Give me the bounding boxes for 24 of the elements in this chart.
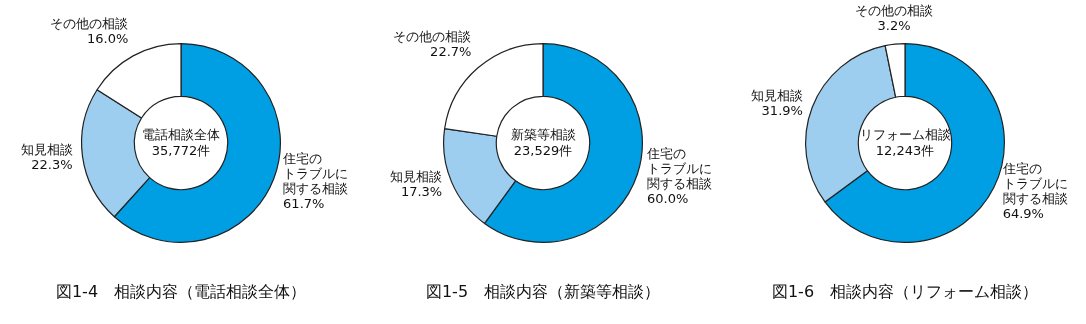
- data-label: 31.9%: [761, 102, 803, 118]
- data-label: 16.0%: [86, 31, 129, 47]
- slice-label: 住宅のトラブルに関する相談: [1001, 161, 1068, 207]
- data-label: 3.2%: [877, 18, 911, 34]
- text: 図1-4 相談内容（電話相談全体）: [54, 282, 308, 303]
- data-label: 64.9%: [1002, 206, 1044, 222]
- slice-label: 知見相談: [20, 141, 73, 157]
- slice-label: その他の相談: [393, 29, 472, 45]
- text: 新築等相談 23,529件: [510, 126, 576, 158]
- text: 図1-6 相談内容（リフォーム相談）: [770, 282, 1040, 303]
- text: リフォーム相談 12,243件: [859, 126, 951, 158]
- slice-label: 知見相談: [750, 87, 803, 103]
- data-label: 61.7%: [283, 196, 325, 212]
- slice-label: 住宅のトラブルに関する相談: [646, 145, 713, 191]
- data-label: 60.0%: [647, 190, 689, 206]
- text: 電話相談全体 35,772件: [142, 126, 220, 158]
- slice-label: その他の相談: [855, 3, 934, 19]
- data-label: 17.3%: [400, 184, 443, 200]
- data-label: 22.7%: [430, 44, 472, 60]
- slice-label: その他の相談: [50, 16, 129, 32]
- data-label: 22.3%: [31, 156, 73, 172]
- slice-label: 知見相談: [390, 169, 443, 185]
- slice-label: 住宅のトラブルに関する相談: [282, 151, 349, 197]
- text: 図1-5 相談内容（新築等相談）: [424, 282, 662, 303]
